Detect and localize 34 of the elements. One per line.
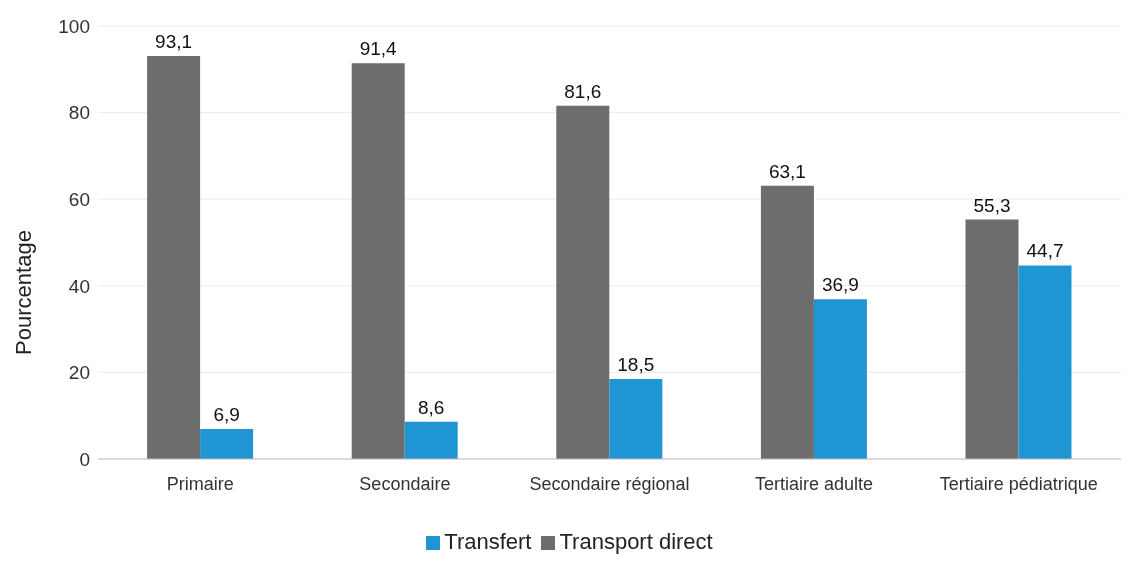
bar <box>813 299 867 459</box>
y-tick-label: 80 <box>68 102 90 124</box>
data-label: 81,6 <box>564 80 602 102</box>
y-tick-label: 0 <box>79 448 90 470</box>
x-tick-label: Secondaire régional <box>529 473 690 494</box>
data-label: 18,5 <box>617 353 655 375</box>
data-label: 44,7 <box>1026 240 1064 262</box>
y-tick-label: 40 <box>68 275 90 297</box>
bar <box>200 429 254 459</box>
data-label: 63,1 <box>768 160 806 182</box>
data-label: 55,3 <box>973 194 1011 216</box>
y-tick-label: 20 <box>68 362 90 384</box>
bar <box>351 63 405 459</box>
y-tick-label: 60 <box>68 188 90 210</box>
data-label: 6,9 <box>213 404 240 426</box>
x-tick-label: Tertiaire pédiatrique <box>939 473 1098 494</box>
data-label: 8,6 <box>417 396 445 418</box>
legend-label: Transport direct <box>559 529 713 554</box>
data-label: 91,4 <box>359 38 398 60</box>
bar <box>404 421 458 459</box>
x-tick-label: Tertiaire adulte <box>755 473 874 494</box>
legend-label: Transfert <box>444 529 532 554</box>
bar <box>609 378 663 459</box>
y-axis-title: Pourcentage <box>10 230 36 355</box>
data-label: 36,9 <box>821 274 859 296</box>
data-label: 93,1 <box>155 30 193 52</box>
bar <box>556 105 610 459</box>
bar <box>1018 265 1072 459</box>
x-tick-label: Primaire <box>166 473 234 494</box>
y-tick-label: 100 <box>58 15 90 37</box>
bar <box>147 55 201 459</box>
bar <box>760 185 814 459</box>
x-tick-label: Secondaire <box>359 473 451 494</box>
bar <box>965 219 1019 459</box>
